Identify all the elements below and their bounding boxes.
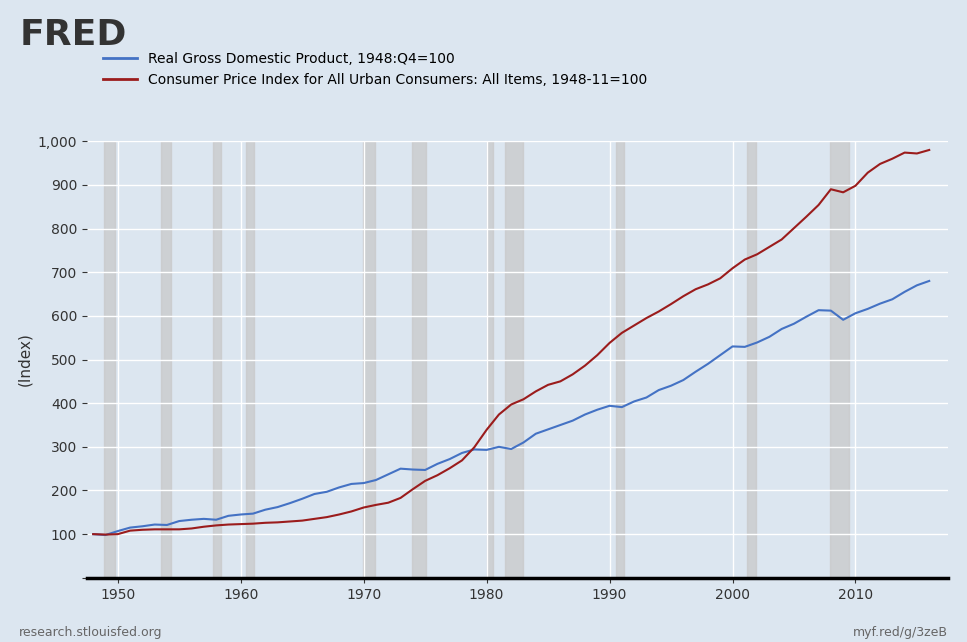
Text: research.stlouisfed.org: research.stlouisfed.org <box>19 625 162 639</box>
Bar <box>486 141 493 578</box>
Text: myf.red/g/3zeB: myf.red/g/3zeB <box>853 625 948 639</box>
Bar <box>616 141 624 578</box>
Bar <box>213 141 221 578</box>
Bar <box>747 141 756 578</box>
Text: FRED: FRED <box>19 18 127 52</box>
Y-axis label: (Index): (Index) <box>17 333 32 386</box>
Bar <box>363 141 375 578</box>
Bar <box>505 141 522 578</box>
Bar <box>161 141 171 578</box>
Bar <box>412 141 426 578</box>
Legend: Real Gross Domestic Product, 1948:Q4=100, Consumer Price Index for All Urban Con: Real Gross Domestic Product, 1948:Q4=100… <box>103 52 648 87</box>
Bar <box>104 141 115 578</box>
Bar <box>830 141 849 578</box>
Bar <box>246 141 254 578</box>
